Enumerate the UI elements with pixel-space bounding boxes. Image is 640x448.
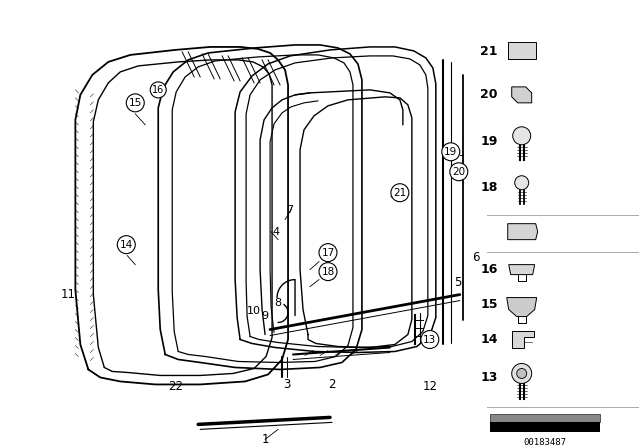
Text: 15: 15 bbox=[480, 298, 498, 311]
Text: 6: 6 bbox=[472, 251, 479, 264]
Text: 22: 22 bbox=[168, 380, 182, 393]
Text: 16: 16 bbox=[481, 263, 498, 276]
Text: 18: 18 bbox=[321, 267, 335, 276]
Circle shape bbox=[450, 163, 468, 181]
Text: 14: 14 bbox=[480, 333, 498, 346]
Text: 19: 19 bbox=[481, 135, 498, 148]
Circle shape bbox=[150, 82, 166, 98]
Text: 1: 1 bbox=[261, 433, 269, 446]
Circle shape bbox=[515, 176, 529, 190]
Polygon shape bbox=[507, 297, 537, 317]
Circle shape bbox=[512, 363, 532, 383]
Polygon shape bbox=[512, 331, 534, 349]
Text: 20: 20 bbox=[452, 167, 465, 177]
Polygon shape bbox=[512, 87, 532, 103]
Circle shape bbox=[319, 263, 337, 280]
Text: 00183487: 00183487 bbox=[523, 438, 566, 447]
Text: 4: 4 bbox=[273, 227, 280, 237]
Text: 5: 5 bbox=[454, 276, 461, 289]
Text: 15: 15 bbox=[129, 98, 142, 108]
Text: 9: 9 bbox=[262, 310, 269, 320]
Circle shape bbox=[117, 236, 135, 254]
Bar bbox=[490, 414, 600, 422]
Text: 20: 20 bbox=[480, 88, 498, 101]
Text: 13: 13 bbox=[423, 335, 436, 345]
Text: 21: 21 bbox=[393, 188, 406, 198]
Text: 8: 8 bbox=[275, 297, 282, 308]
Polygon shape bbox=[509, 265, 534, 275]
Text: 14: 14 bbox=[120, 240, 133, 250]
Text: 21: 21 bbox=[480, 45, 498, 58]
Circle shape bbox=[442, 143, 460, 161]
Text: 3: 3 bbox=[284, 378, 291, 391]
Text: 7: 7 bbox=[287, 205, 294, 215]
Text: 18: 18 bbox=[481, 181, 498, 194]
Text: 12: 12 bbox=[422, 380, 437, 393]
Text: 11: 11 bbox=[61, 288, 76, 301]
Text: 2: 2 bbox=[328, 378, 336, 391]
Circle shape bbox=[126, 94, 144, 112]
Circle shape bbox=[319, 244, 337, 262]
Circle shape bbox=[421, 331, 439, 349]
Text: 17: 17 bbox=[321, 248, 335, 258]
Text: 16: 16 bbox=[152, 85, 164, 95]
Circle shape bbox=[516, 368, 527, 379]
Bar bbox=[508, 42, 536, 59]
Text: 19: 19 bbox=[444, 147, 458, 157]
Circle shape bbox=[513, 127, 531, 145]
Text: 10: 10 bbox=[247, 306, 261, 315]
Bar bbox=[490, 422, 600, 432]
Circle shape bbox=[391, 184, 409, 202]
Text: 13: 13 bbox=[481, 371, 498, 384]
Polygon shape bbox=[508, 224, 538, 240]
